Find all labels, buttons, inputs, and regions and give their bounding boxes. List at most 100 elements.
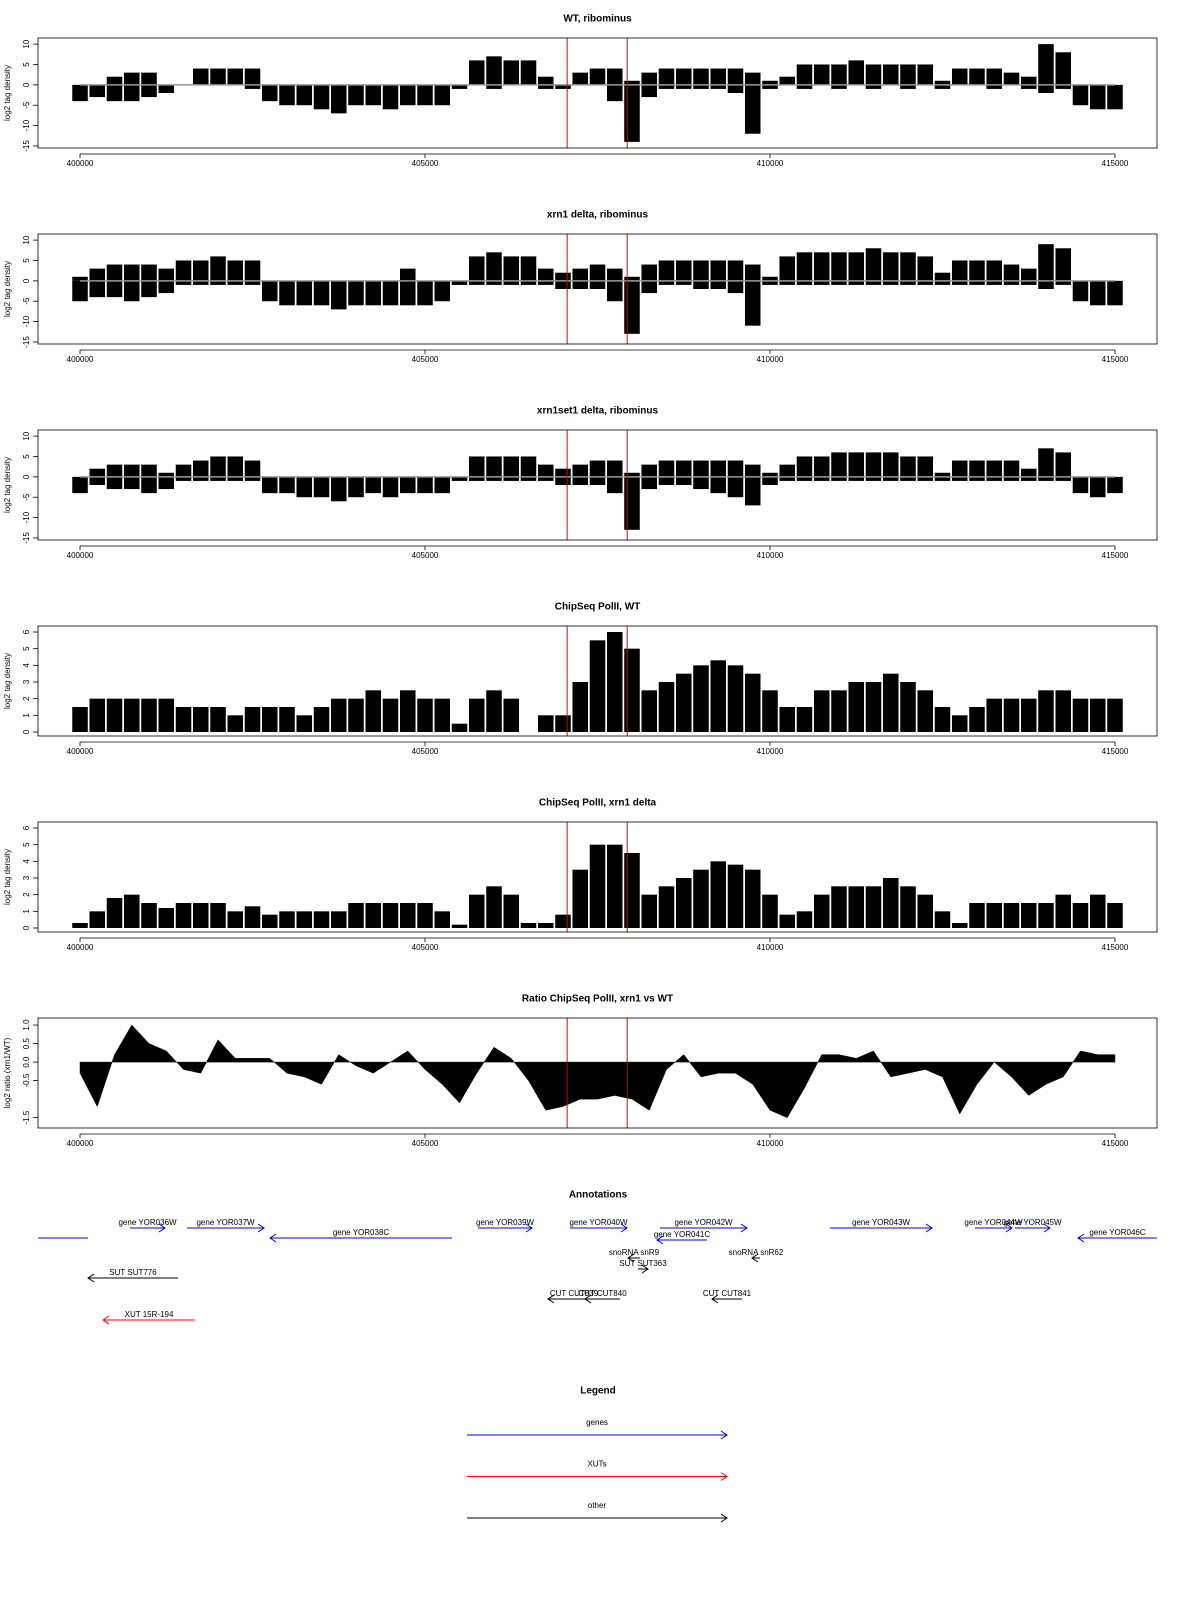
bar: [210, 456, 226, 477]
bar: [468, 476, 485, 481]
x-tick-label: 405000: [412, 551, 439, 560]
bar: [624, 853, 640, 928]
bar: [572, 280, 589, 289]
bar: [865, 280, 882, 285]
bar: [675, 476, 692, 485]
y-tick-label: -10: [22, 315, 31, 327]
bar: [382, 698, 399, 732]
bar: [434, 476, 451, 494]
bar: [227, 280, 244, 285]
bar: [434, 698, 451, 732]
y-tick-label: 0.0: [22, 1056, 31, 1068]
x-tick-label: 400000: [67, 551, 94, 560]
bar: [210, 280, 226, 285]
bar: [520, 476, 537, 481]
bar: [882, 252, 899, 281]
arrow-head: [711, 1294, 719, 1304]
feature-label: snoRNA snR62: [729, 1248, 784, 1257]
bar: [158, 84, 175, 93]
bar: [227, 476, 244, 481]
bar: [1055, 690, 1071, 732]
arrow-head: [720, 1513, 728, 1523]
bar: [969, 280, 985, 285]
legend-arrow: [467, 1513, 728, 1523]
bar: [1038, 44, 1054, 85]
bar: [193, 460, 209, 477]
bar: [124, 464, 140, 477]
bar: [262, 84, 278, 102]
bar: [348, 903, 364, 928]
y-tick-label: 3: [22, 679, 31, 684]
bar: [1003, 698, 1020, 732]
bar: [796, 476, 813, 481]
bar: [813, 476, 830, 481]
bar: [468, 280, 485, 285]
x-tick-label: 400000: [67, 1139, 94, 1148]
x-tick-label: 410000: [757, 943, 784, 952]
bar: [1072, 476, 1089, 494]
bar: [986, 476, 1002, 481]
feature-label: gene YOR040W: [569, 1218, 628, 1227]
bar: [468, 698, 485, 732]
bar: [606, 460, 623, 477]
bar: [486, 84, 502, 89]
bar: [279, 84, 295, 106]
bar: [1003, 280, 1020, 285]
bar: [727, 280, 744, 294]
bar: [641, 690, 658, 732]
bar: [365, 84, 382, 106]
bar: [417, 280, 433, 306]
bar: [296, 84, 313, 106]
bar: [693, 665, 709, 732]
bar: [900, 64, 916, 85]
feature-label: XUT 15R-194: [125, 1310, 174, 1319]
bar: [882, 878, 899, 928]
bar: [330, 280, 347, 310]
bar: [900, 476, 916, 481]
bar: [503, 894, 520, 928]
x-tick-label: 400000: [67, 943, 94, 952]
y-tick-label: 0: [22, 925, 31, 930]
bar: [831, 452, 847, 477]
bar: [917, 690, 933, 732]
bar: [934, 84, 951, 89]
bar: [158, 476, 175, 490]
bar: [951, 260, 968, 281]
feature-label: SUT SUT776: [109, 1268, 157, 1277]
bar: [210, 707, 226, 732]
bar: [244, 460, 261, 477]
bar: [210, 476, 226, 481]
bar: [744, 869, 761, 928]
y-tick-label: 2: [22, 696, 31, 701]
feature-label: gene YOR038C: [333, 1228, 390, 1237]
bar: [693, 68, 709, 85]
bar: [193, 476, 209, 481]
bar: [1055, 52, 1071, 85]
x-tick-label: 405000: [412, 1139, 439, 1148]
bar: [882, 280, 899, 285]
chart-title: xrn1 delta, ribominus: [547, 210, 649, 221]
feature-label: gene YOR039W: [476, 1218, 535, 1227]
feature: [87, 1273, 178, 1283]
bar: [658, 460, 675, 477]
bar: [744, 84, 761, 134]
bar: [106, 76, 123, 85]
x-tick-label: 415000: [1102, 355, 1129, 364]
bar: [1089, 84, 1106, 110]
bar: [762, 84, 778, 89]
bar: [779, 464, 796, 477]
bar: [917, 280, 933, 285]
bar: [1038, 476, 1054, 481]
y-tick-label: 0: [22, 474, 31, 479]
bar: [537, 280, 554, 285]
bar: [693, 869, 709, 928]
bar: [348, 698, 364, 732]
bar: [986, 698, 1002, 732]
bar: [89, 911, 106, 928]
bar: [589, 640, 606, 732]
bar: [969, 68, 985, 85]
bar: [158, 698, 175, 732]
feature-label: CUT CUT841: [703, 1289, 752, 1298]
bar: [1072, 280, 1089, 302]
bar: [1055, 894, 1071, 928]
